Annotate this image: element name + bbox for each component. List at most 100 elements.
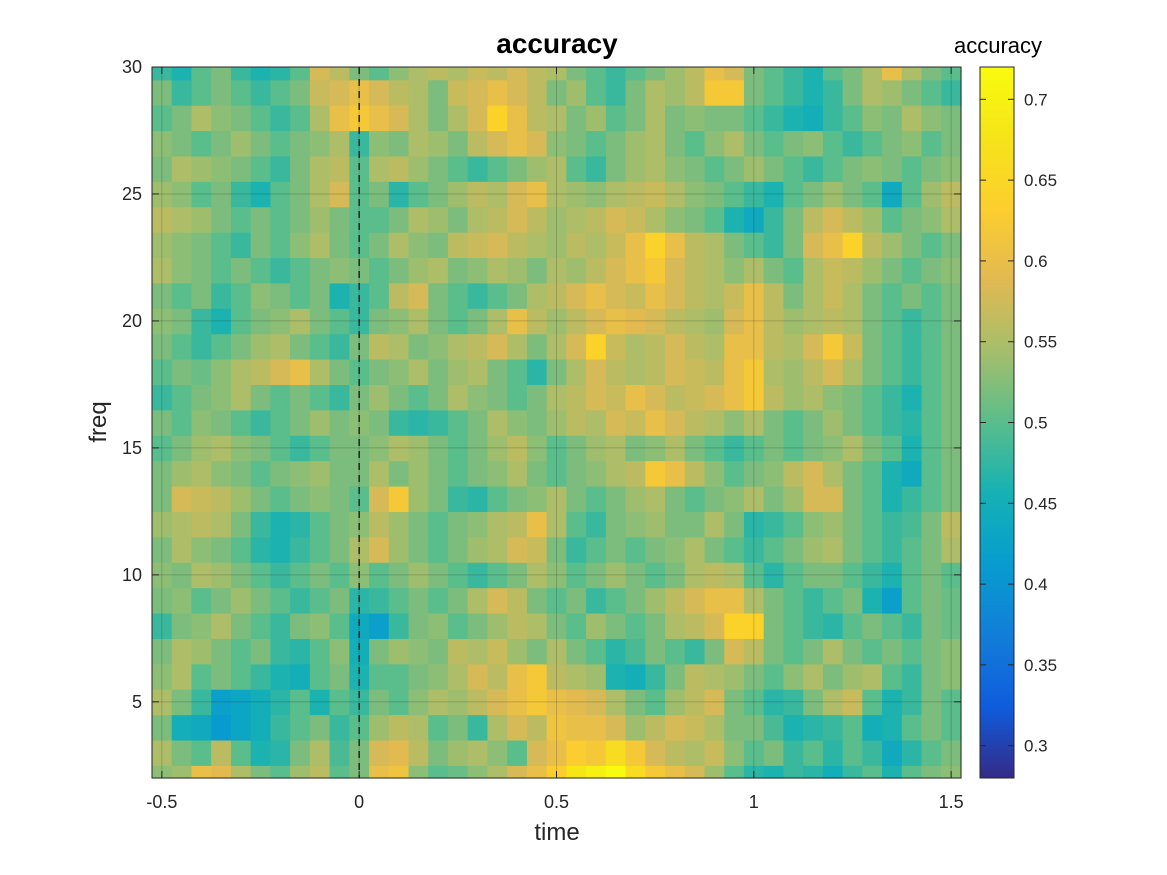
heatmap-cell — [191, 308, 212, 335]
heatmap-cell — [901, 79, 923, 106]
heatmap-cell — [941, 79, 962, 106]
heatmap-cell — [152, 536, 173, 563]
heatmap-cell — [665, 739, 686, 766]
heatmap-cell — [763, 155, 785, 182]
heatmap-cell — [645, 663, 666, 690]
heatmap-cell — [862, 511, 883, 538]
heatmap-cell — [783, 67, 804, 81]
heatmap-cell — [625, 485, 646, 512]
heatmap-cell — [605, 587, 627, 614]
heatmap-cell — [447, 460, 469, 487]
heatmap-cell — [467, 308, 489, 335]
heatmap-cell — [665, 460, 686, 487]
heatmap-cell — [803, 384, 824, 411]
heatmap-cell — [941, 409, 962, 436]
heatmap-cell — [822, 689, 844, 716]
heatmap-cell — [230, 714, 252, 741]
heatmap-cell — [763, 511, 785, 538]
heatmap-cell — [250, 638, 271, 665]
heatmap-cell — [487, 333, 508, 360]
heatmap-cell — [684, 206, 706, 233]
heatmap-cell — [566, 282, 587, 309]
heatmap-cell — [191, 384, 212, 411]
heatmap-cell — [665, 155, 686, 182]
heatmap-cell — [822, 536, 844, 563]
heatmap-cell — [408, 409, 429, 436]
heatmap-cell — [901, 359, 923, 386]
heatmap-cell — [309, 587, 331, 614]
heatmap-cell — [901, 333, 923, 360]
heatmap-cell — [230, 181, 252, 208]
heatmap-cell — [270, 638, 291, 665]
heatmap-cell — [447, 485, 469, 512]
heatmap-cell — [250, 67, 271, 81]
heatmap-cell — [625, 587, 646, 614]
heatmap-cell — [645, 638, 666, 665]
heatmap-cell — [724, 282, 745, 309]
heatmap-cell — [309, 765, 331, 779]
heatmap-cell — [428, 511, 449, 538]
heatmap-cell — [507, 460, 528, 487]
heatmap-cell — [743, 257, 765, 284]
heatmap-cell — [250, 333, 271, 360]
heatmap-cell — [507, 612, 528, 639]
heatmap-cell — [152, 257, 173, 284]
heatmap-cell — [250, 587, 271, 614]
heatmap-cell — [250, 714, 271, 741]
heatmap-cell — [428, 105, 449, 132]
y-axis-ticks: 5 10 15 20 25 30 — [122, 57, 961, 712]
heatmap-cell — [250, 257, 271, 284]
heatmap-cell — [684, 739, 706, 766]
heatmap-cell — [487, 67, 508, 81]
heatmap-cell — [171, 409, 193, 436]
heatmap-cell — [882, 232, 903, 259]
heatmap-cell — [901, 739, 923, 766]
heatmap-cell — [211, 79, 232, 106]
heatmap-cell — [605, 155, 627, 182]
heatmap-cell — [270, 257, 291, 284]
heatmap-cell — [862, 333, 883, 360]
heatmap-cell — [882, 511, 903, 538]
heatmap-cell — [625, 333, 646, 360]
heatmap-cell — [329, 105, 350, 132]
heatmap-cell — [408, 485, 429, 512]
heatmap-cell — [309, 282, 331, 309]
heatmap-cell — [862, 536, 883, 563]
heatmap-cell — [783, 333, 804, 360]
heatmap-cell — [803, 638, 824, 665]
heatmap-cell — [152, 409, 173, 436]
heatmap-cell — [822, 714, 844, 741]
heatmap-cell — [230, 105, 252, 132]
heatmap-cell — [171, 689, 193, 716]
heatmap-cell — [152, 587, 173, 614]
heatmap-cell — [408, 232, 429, 259]
heatmap-cell — [152, 638, 173, 665]
heatmap-cell — [842, 105, 863, 132]
heatmap-cell — [211, 257, 232, 284]
heatmap-cell — [428, 181, 449, 208]
heatmap-cell — [230, 79, 252, 106]
heatmap-cell — [526, 562, 548, 589]
heatmap-cell — [428, 435, 449, 462]
heatmap-cell — [684, 130, 706, 157]
heatmap-cell — [684, 308, 706, 335]
heatmap-cell — [763, 181, 785, 208]
heatmap-cell — [447, 130, 469, 157]
heatmap-cell — [507, 638, 528, 665]
heatmap-cell — [428, 384, 449, 411]
heatmap-cell — [605, 130, 627, 157]
heatmap-cell — [625, 409, 646, 436]
heatmap-cell — [862, 155, 883, 182]
heatmap-cell — [803, 714, 824, 741]
heatmap-cell — [507, 155, 528, 182]
heatmap-cell — [862, 460, 883, 487]
heatmap-cell — [171, 359, 193, 386]
heatmap-cell — [803, 435, 824, 462]
heatmap-cell — [842, 511, 863, 538]
heatmap-cell — [605, 282, 627, 309]
heatmap-cell — [369, 105, 390, 132]
heatmap-cell — [388, 232, 410, 259]
heatmap-cell — [763, 765, 785, 779]
heatmap-cell — [428, 460, 449, 487]
heatmap-cell — [171, 435, 193, 462]
